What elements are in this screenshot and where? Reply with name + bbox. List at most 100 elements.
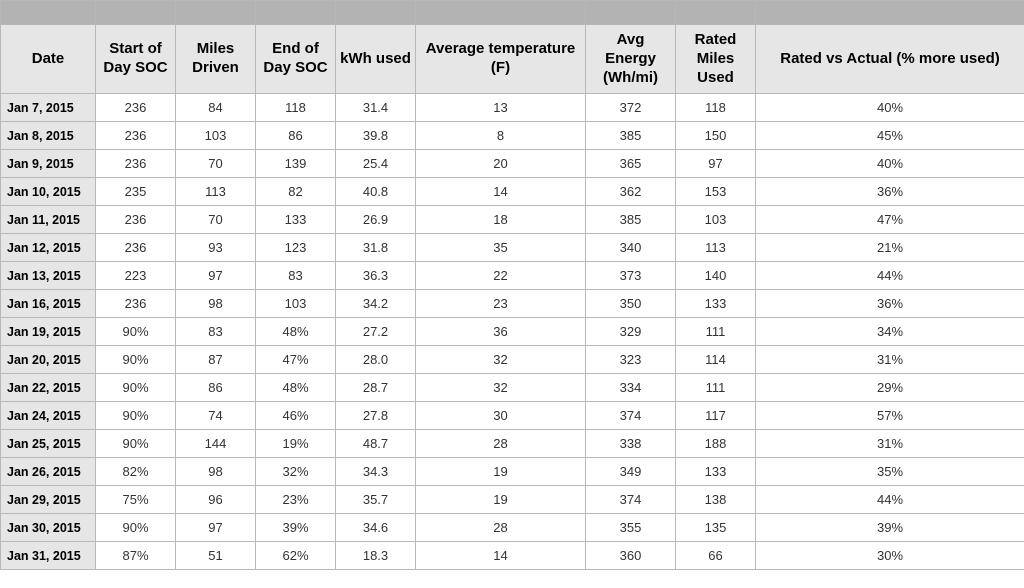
data-cell: 82 [256,178,336,206]
data-cell: 97 [676,150,756,178]
col-end-soc: End of Day SOC [256,25,336,94]
data-cell: 87 [176,346,256,374]
date-cell: Jan 16, 2015 [1,290,96,318]
table-row: Jan 22, 201590%8648%28.73233411129% [1,374,1024,402]
data-cell: 20 [416,150,586,178]
date-cell: Jan 9, 2015 [1,150,96,178]
data-cell: 74 [176,402,256,430]
data-cell: 19 [416,458,586,486]
data-cell: 90% [96,374,176,402]
energy-log-table: Date Start of Day SOC Miles Driven End o… [0,0,1024,570]
data-cell: 27.2 [336,318,416,346]
data-cell: 118 [256,94,336,122]
date-cell: Jan 8, 2015 [1,122,96,150]
table-row: Jan 8, 20152361038639.8838515045% [1,122,1024,150]
data-cell: 47% [756,206,1024,234]
data-cell: 118 [676,94,756,122]
data-cell: 26.9 [336,206,416,234]
data-cell: 13 [416,94,586,122]
data-cell: 133 [676,290,756,318]
date-cell: Jan 12, 2015 [1,234,96,262]
data-cell: 135 [676,514,756,542]
data-cell: 48% [256,318,336,346]
data-cell: 35.7 [336,486,416,514]
data-cell: 96 [176,486,256,514]
data-cell: 19 [416,486,586,514]
data-cell: 98 [176,458,256,486]
data-cell: 57% [756,402,1024,430]
data-cell: 22 [416,262,586,290]
table-row: Jan 13, 2015223978336.32237314044% [1,262,1024,290]
data-cell: 70 [176,150,256,178]
date-cell: Jan 13, 2015 [1,262,96,290]
data-cell: 98 [176,290,256,318]
data-cell: 323 [586,346,676,374]
table-row: Jan 11, 20152367013326.91838510347% [1,206,1024,234]
data-cell: 223 [96,262,176,290]
data-cell: 34% [756,318,1024,346]
data-cell: 133 [256,206,336,234]
data-cell: 70 [176,206,256,234]
col-rated-miles: Rated Miles Used [676,25,756,94]
date-cell: Jan 22, 2015 [1,374,96,402]
table-row: Jan 7, 20152368411831.41337211840% [1,94,1024,122]
data-cell: 31.8 [336,234,416,262]
data-cell: 32 [416,374,586,402]
data-cell: 14 [416,542,586,570]
data-cell: 39% [256,514,336,542]
data-cell: 90% [96,318,176,346]
data-cell: 90% [96,402,176,430]
table-row: Jan 20, 201590%8747%28.03232311431% [1,346,1024,374]
date-cell: Jan 7, 2015 [1,94,96,122]
data-cell: 83 [176,318,256,346]
data-cell: 62% [256,542,336,570]
data-cell: 360 [586,542,676,570]
data-cell: 28 [416,514,586,542]
data-cell: 374 [586,402,676,430]
data-cell: 46% [256,402,336,430]
data-cell: 236 [96,290,176,318]
col-rated-vs-actual: Rated vs Actual (% more used) [756,25,1024,94]
data-cell: 36 [416,318,586,346]
data-cell: 21% [756,234,1024,262]
data-cell: 19% [256,430,336,458]
data-cell: 40.8 [336,178,416,206]
data-cell: 153 [676,178,756,206]
data-cell: 362 [586,178,676,206]
data-cell: 48% [256,374,336,402]
data-cell: 385 [586,122,676,150]
data-cell: 23% [256,486,336,514]
data-cell: 18 [416,206,586,234]
data-cell: 34.3 [336,458,416,486]
data-cell: 90% [96,430,176,458]
data-cell: 373 [586,262,676,290]
col-avg-energy: Avg Energy (Wh/mi) [586,25,676,94]
data-cell: 236 [96,122,176,150]
data-cell: 39.8 [336,122,416,150]
data-cell: 334 [586,374,676,402]
date-cell: Jan 29, 2015 [1,486,96,514]
col-date: Date [1,25,96,94]
data-cell: 97 [176,514,256,542]
table-row: Jan 9, 20152367013925.4203659740% [1,150,1024,178]
data-cell: 40% [756,94,1024,122]
data-cell: 66 [676,542,756,570]
data-cell: 30% [756,542,1024,570]
data-cell: 31% [756,430,1024,458]
table-row: Jan 19, 201590%8348%27.23632911134% [1,318,1024,346]
data-cell: 103 [256,290,336,318]
data-cell: 31% [756,346,1024,374]
data-cell: 32 [416,346,586,374]
date-cell: Jan 24, 2015 [1,402,96,430]
date-cell: Jan 26, 2015 [1,458,96,486]
data-cell: 75% [96,486,176,514]
data-cell: 355 [586,514,676,542]
data-cell: 329 [586,318,676,346]
data-cell: 90% [96,346,176,374]
data-cell: 23 [416,290,586,318]
date-cell: Jan 10, 2015 [1,178,96,206]
data-cell: 236 [96,206,176,234]
data-cell: 372 [586,94,676,122]
data-cell: 385 [586,206,676,234]
data-cell: 349 [586,458,676,486]
